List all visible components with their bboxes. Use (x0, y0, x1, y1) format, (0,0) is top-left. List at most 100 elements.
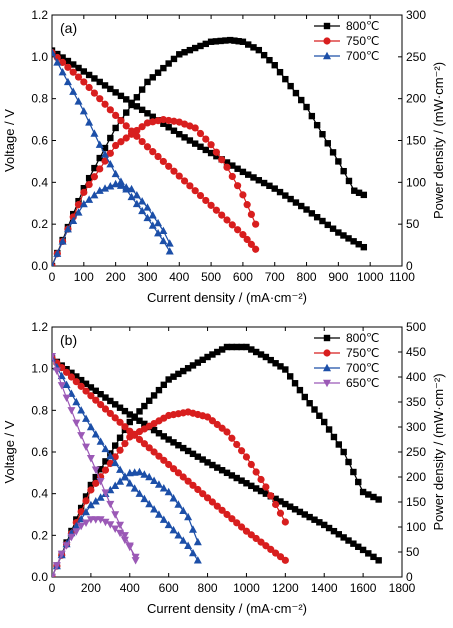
power-point (101, 184, 110, 192)
power-point (77, 522, 86, 531)
x-tick-label: 0 (49, 270, 56, 284)
y2-tick-label: 100 (406, 175, 426, 189)
power-point (252, 468, 260, 476)
power-point (223, 428, 231, 436)
voltage-point (149, 113, 156, 120)
voltage-point (69, 87, 78, 95)
power-point (184, 512, 193, 521)
voltage-point (306, 513, 313, 521)
power-point (96, 493, 105, 501)
voltage-point (77, 406, 86, 414)
voltage-point (233, 519, 241, 527)
voltage-point (303, 206, 310, 213)
voltage-point (74, 97, 83, 105)
voltage-point (213, 152, 220, 160)
power-point (218, 156, 226, 164)
y-tick-label: 0.6 (31, 445, 48, 459)
voltage-point (350, 540, 357, 547)
power-point (276, 509, 285, 517)
power-point (67, 533, 76, 542)
power-point (169, 494, 178, 502)
voltage-point (165, 436, 172, 443)
voltage-point (111, 169, 120, 178)
voltage-point (96, 78, 103, 86)
voltage-point (340, 232, 347, 239)
power-point (248, 346, 255, 353)
power-point (217, 37, 224, 45)
y-tick-label: 0.8 (31, 92, 48, 106)
power-point (186, 46, 194, 54)
voltage-point (80, 78, 88, 86)
voltage-point (82, 443, 91, 451)
voltage-point (154, 229, 163, 237)
voltage-point (77, 382, 85, 390)
voltage-point (160, 433, 168, 440)
power-point (330, 433, 338, 441)
voltage-point (243, 480, 250, 487)
voltage-point (164, 520, 173, 529)
power-point (355, 478, 362, 486)
power-point (127, 130, 136, 138)
voltage-point (111, 414, 119, 422)
voltage-point (233, 474, 240, 482)
y2-tick-label: 0 (406, 570, 413, 584)
power-point (170, 373, 177, 380)
power-point (82, 497, 90, 505)
power-point (106, 149, 114, 157)
legend-entry: 700℃ (314, 361, 380, 375)
power-point (291, 380, 299, 387)
voltage-point (313, 213, 321, 221)
x-tick-label: 1000 (357, 270, 384, 284)
power-point (311, 406, 318, 413)
voltage-point (80, 68, 88, 75)
y-tick-label: 1.2 (31, 320, 48, 334)
legend-label: 700℃ (346, 49, 380, 63)
power-point (188, 525, 197, 533)
voltage-point (191, 140, 199, 147)
voltage-point (184, 477, 192, 485)
voltage-point (91, 466, 100, 474)
power-point (184, 365, 192, 372)
power-point (250, 44, 257, 51)
voltage-point (148, 221, 157, 229)
power-point (292, 89, 300, 97)
power-point (148, 211, 157, 219)
voltage-point (130, 484, 139, 492)
power-point (287, 82, 294, 90)
power-point (370, 493, 377, 501)
power-point (160, 64, 167, 72)
power-point (111, 442, 119, 449)
power-point (329, 149, 337, 156)
power-point (154, 480, 163, 488)
voltage-point (59, 58, 67, 67)
voltage-point (101, 444, 110, 453)
voltage-point (179, 536, 188, 544)
voltage-point (193, 556, 202, 564)
power-point (154, 69, 162, 76)
voltage-point (239, 231, 247, 239)
voltage-point (277, 498, 284, 505)
legend-label: 800℃ (346, 19, 380, 33)
power-point (340, 167, 347, 175)
voltage-point (138, 137, 146, 146)
voltage-point (106, 106, 114, 114)
x-tick-label: 200 (106, 270, 126, 284)
power-point (165, 239, 174, 247)
voltage-point (365, 550, 372, 557)
voltage-point (144, 110, 151, 117)
power-point (127, 184, 136, 193)
voltage-point (196, 191, 205, 200)
voltage-point (223, 469, 231, 477)
power-point (72, 521, 81, 530)
voltage-point (57, 371, 66, 380)
voltage-point (330, 527, 338, 535)
power-point (160, 381, 168, 389)
y-tick-label: 0.8 (31, 403, 48, 417)
voltage-point (209, 461, 216, 469)
voltage-point (97, 390, 104, 398)
power-point (196, 129, 205, 138)
y-axis-title: Voltage / V (2, 420, 17, 483)
voltage-point (243, 235, 251, 244)
y-tick-label: 1.0 (31, 50, 48, 64)
